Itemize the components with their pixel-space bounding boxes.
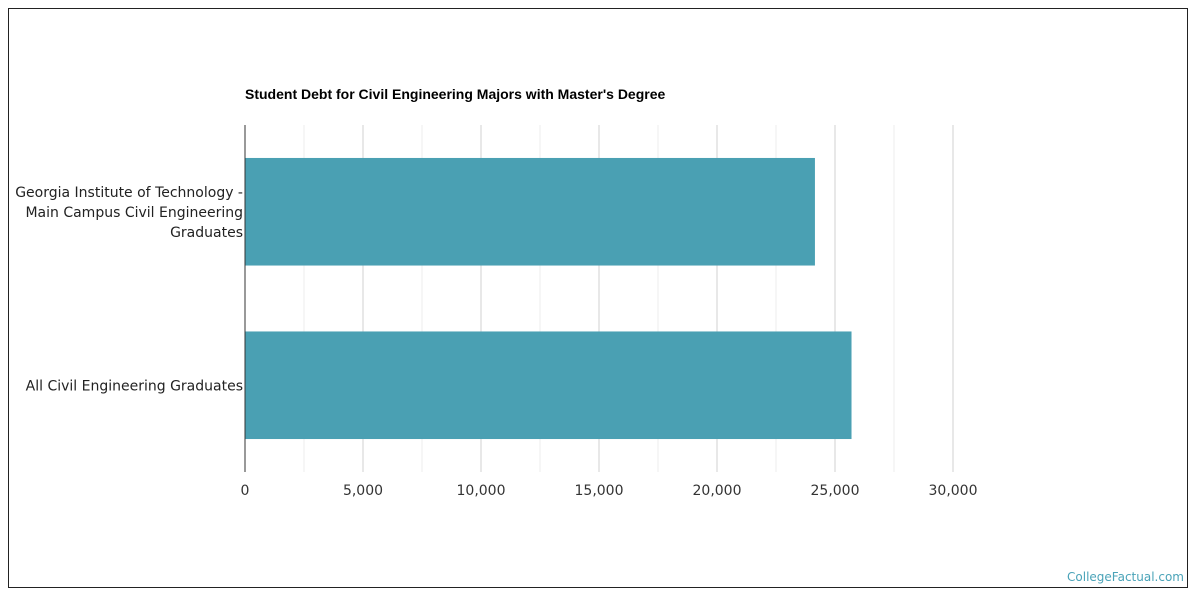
bars	[245, 157, 852, 440]
category-label-line: Georgia Institute of Technology -	[15, 185, 243, 201]
watermark[interactable]: CollegeFactual.com	[1067, 570, 1184, 584]
category-labels: Georgia Institute of Technology - Main Ca…	[15, 185, 243, 395]
bar-1[interactable]	[245, 157, 815, 266]
x-tick-label: 10,000	[457, 483, 506, 499]
chart-frame	[8, 8, 1188, 588]
category-label-1: Georgia Institute of Technology - Main Ca…	[15, 185, 243, 241]
category-label-line: All Civil Engineering Graduates	[26, 378, 243, 394]
x-tick-labels: 0 5,000 10,000 15,000 20,000 25,000 30,000	[241, 483, 978, 499]
x-tick-label: 25,000	[811, 483, 860, 499]
category-label-line: Graduates	[170, 225, 243, 241]
x-tick-label: 0	[241, 483, 250, 499]
x-tick-label: 5,000	[343, 483, 383, 499]
bar-2[interactable]	[245, 331, 852, 440]
category-label-2: All Civil Engineering Graduates	[26, 378, 243, 394]
x-tick-label: 20,000	[693, 483, 742, 499]
x-tick-label: 30,000	[929, 483, 978, 499]
x-tick-label: 15,000	[575, 483, 624, 499]
chart-title: Student Debt for Civil Engineering Major…	[245, 86, 666, 102]
category-label-line: Main Campus Civil Engineering	[25, 205, 243, 221]
